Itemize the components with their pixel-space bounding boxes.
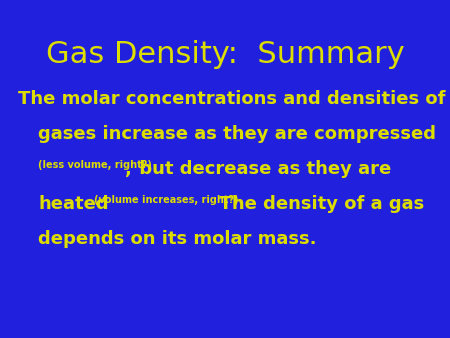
Text: but decrease as they are: but decrease as they are <box>133 160 391 178</box>
Text: ,: , <box>125 160 132 178</box>
Text: gases increase as they are compressed: gases increase as they are compressed <box>38 125 436 143</box>
Text: Gas Density:  Summary: Gas Density: Summary <box>45 40 405 69</box>
Text: heated: heated <box>38 195 108 213</box>
Text: The molar concentrations and densities of: The molar concentrations and densities o… <box>18 90 446 108</box>
Text: (volume increases, right?).: (volume increases, right?). <box>94 195 243 205</box>
Text: (less volume, right?): (less volume, right?) <box>38 160 152 170</box>
Text: depends on its molar mass.: depends on its molar mass. <box>38 230 316 248</box>
Text: The density of a gas: The density of a gas <box>207 195 424 213</box>
